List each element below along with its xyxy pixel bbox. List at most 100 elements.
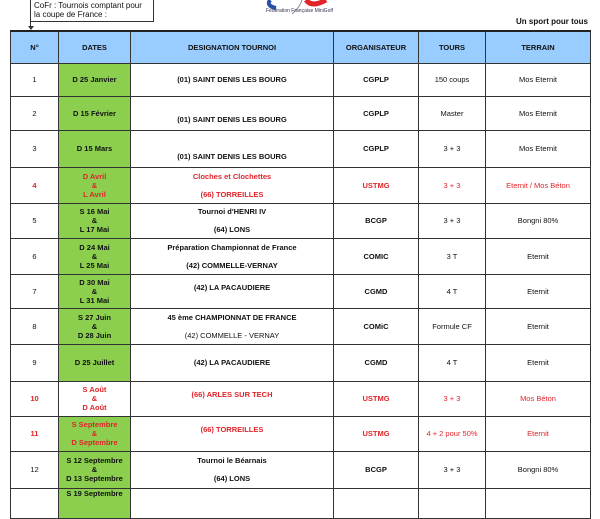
cell-dates: D 15 Mars	[58, 129, 131, 168]
slogan: Un sport pour tous	[516, 17, 588, 26]
cell-dates: D 25 Janvier	[58, 62, 131, 97]
header-tours: TOURS	[418, 30, 486, 64]
cell-dates: D 15 Février	[58, 95, 131, 131]
cell-tours: 3 + 3	[418, 129, 486, 168]
designation-line: (66) TORREILLES	[200, 189, 264, 199]
dates-line: D 15 Mars	[76, 144, 113, 153]
cell-tours	[418, 487, 486, 519]
dates-line: S 19 Septembre	[66, 488, 123, 498]
dates-line: L 17 Mai	[79, 225, 110, 234]
dates-line: &	[91, 216, 98, 225]
cell-organisateur: BCGP	[333, 202, 419, 239]
cell-terrain: Eternit	[485, 415, 591, 452]
designation-line: (64) LONS	[213, 225, 251, 234]
cell-designation: Préparation Championnat de France (42) CO…	[130, 237, 334, 275]
designation-line: Tournoi d'HENRI IV	[197, 207, 267, 216]
cell-terrain	[485, 487, 591, 519]
cell-number: 3	[10, 129, 59, 168]
header-organisateur: ORGANISATEUR	[333, 30, 419, 64]
cell-designation: (01) SAINT DENIS LES BOURG	[130, 129, 334, 168]
dates-line: L 25 Mai	[79, 260, 110, 270]
cell-organisateur: CGMD	[333, 273, 419, 309]
cell-designation: Cloches et Clochettes (66) TORREILLES	[130, 166, 334, 204]
cell-number: 1	[10, 62, 59, 97]
cell-number: 11	[10, 415, 59, 452]
dates-line: D 24 Mai	[79, 242, 110, 252]
table-row: S 19 Septembre	[10, 487, 591, 519]
cell-tours: Formule CF	[418, 307, 486, 345]
dates-line: D 28 Juin	[77, 330, 112, 340]
table-row: 10 S Août & D Août (66) ARLES SUR TECH USTMG 3…	[10, 380, 591, 417]
cell-tours: 4 T	[418, 273, 486, 309]
cell-organisateur: USTMG	[333, 380, 419, 417]
dates-line: &	[91, 180, 98, 190]
cell-number: 4	[10, 166, 59, 204]
cell-designation: (42) LA PACAUDIERE	[130, 273, 334, 309]
designation-line: Tournoi le Béarnais	[197, 456, 267, 465]
dates-line: &	[91, 465, 98, 474]
designation-line: (64) LONS	[213, 474, 251, 483]
cell-terrain: Bongni 80%	[485, 450, 591, 489]
cell-organisateur: CGPLP	[333, 129, 419, 168]
table-row: 12 S 12 Septembre & D 13 Septembre Tournoi l…	[10, 450, 591, 489]
designation-line: (66) ARLES SUR TECH	[191, 389, 273, 399]
tournament-table: N° DATES DESIGNATION TOURNOI ORGANISATEU…	[10, 30, 591, 519]
designation-line: (01) SAINT DENIS LES BOURG	[177, 114, 287, 124]
header-n: N°	[10, 30, 59, 64]
table-row: 2 D 15 Février (01) SAINT DENIS LES BOURG C…	[10, 95, 591, 131]
designation-line: (42) COMMELLE-VERNAY	[186, 260, 278, 270]
cell-organisateur: BCGP	[333, 450, 419, 489]
dates-line: S 12 Septembre	[66, 456, 123, 465]
cell-designation	[130, 487, 334, 519]
dates-line: &	[91, 429, 98, 438]
header-designation: DESIGNATION TOURNOI	[130, 30, 334, 64]
designation-line: Cloches et Clochettes	[192, 171, 272, 181]
cell-tours: 3 + 3	[418, 166, 486, 204]
note-arrowhead	[28, 26, 34, 30]
designation-line: (42) LA PACAUDIERE	[193, 358, 271, 367]
dates-line: D 15 Février	[73, 108, 116, 118]
cell-organisateur: CGPLP	[333, 95, 419, 131]
cell-number: 8	[10, 307, 59, 345]
table-row: 1 D 25 Janvier (01) SAINT DENIS LES BOURG C…	[10, 62, 591, 97]
cell-tours: 3 + 3	[418, 202, 486, 239]
cell-number: 7	[10, 273, 59, 309]
table-row: 11 S Septembre & D Septembre (66) TORREILLES…	[10, 415, 591, 452]
dates-line: L 31 Mai	[79, 295, 110, 305]
cell-number	[10, 487, 59, 519]
dates-line: &	[91, 251, 98, 261]
cell-organisateur: USTMG	[333, 415, 419, 452]
cell-dates: D 30 Mai & L 31 Mai	[58, 273, 131, 309]
designation-line: 45 ème CHAMPIONNAT DE FRANCE	[167, 312, 297, 322]
cell-organisateur: COMiC	[333, 307, 419, 345]
cell-dates: S 12 Septembre & D 13 Septembre	[58, 450, 131, 489]
dates-line: D 30 Mai	[79, 277, 110, 287]
cell-tours: 4 T	[418, 343, 486, 382]
cofr-note: CoFr : Tournois comptant pour la coupe d…	[30, 0, 154, 22]
cell-dates: S 16 Mai & L 17 Mai	[58, 202, 131, 239]
designation-line: (42) COMMELLE - VERNAY	[184, 330, 280, 340]
cell-number: 5	[10, 202, 59, 239]
designation-line: Préparation Championnat de France	[167, 242, 297, 252]
cell-dates: D Avril & L Avril	[58, 166, 131, 204]
cell-terrain: Mos Eternit	[485, 95, 591, 131]
cell-terrain: Mos Béton	[485, 380, 591, 417]
designation-line: (01) SAINT DENIS LES BOURG	[177, 75, 287, 84]
cell-tours: Master	[418, 95, 486, 131]
cell-organisateur	[333, 487, 419, 519]
cell-tours: 3 T	[418, 237, 486, 275]
cell-number: 2	[10, 95, 59, 131]
table-header: N° DATES DESIGNATION TOURNOI ORGANISATEU…	[10, 30, 591, 64]
header-dates: DATES	[58, 30, 131, 64]
dates-line: D 13 Septembre	[66, 474, 123, 483]
cell-number: 9	[10, 343, 59, 382]
designation-line: (01) SAINT DENIS LES BOURG	[177, 151, 287, 161]
cell-designation: Tournoi d'HENRI IV (64) LONS	[130, 202, 334, 239]
dates-line: S Septembre	[71, 420, 118, 429]
dates-line: S 16 Mai	[79, 207, 110, 216]
cell-terrain: Mos Eternit	[485, 129, 591, 168]
cell-designation: (01) SAINT DENIS LES BOURG	[130, 95, 334, 131]
cell-organisateur: USTMG	[333, 166, 419, 204]
